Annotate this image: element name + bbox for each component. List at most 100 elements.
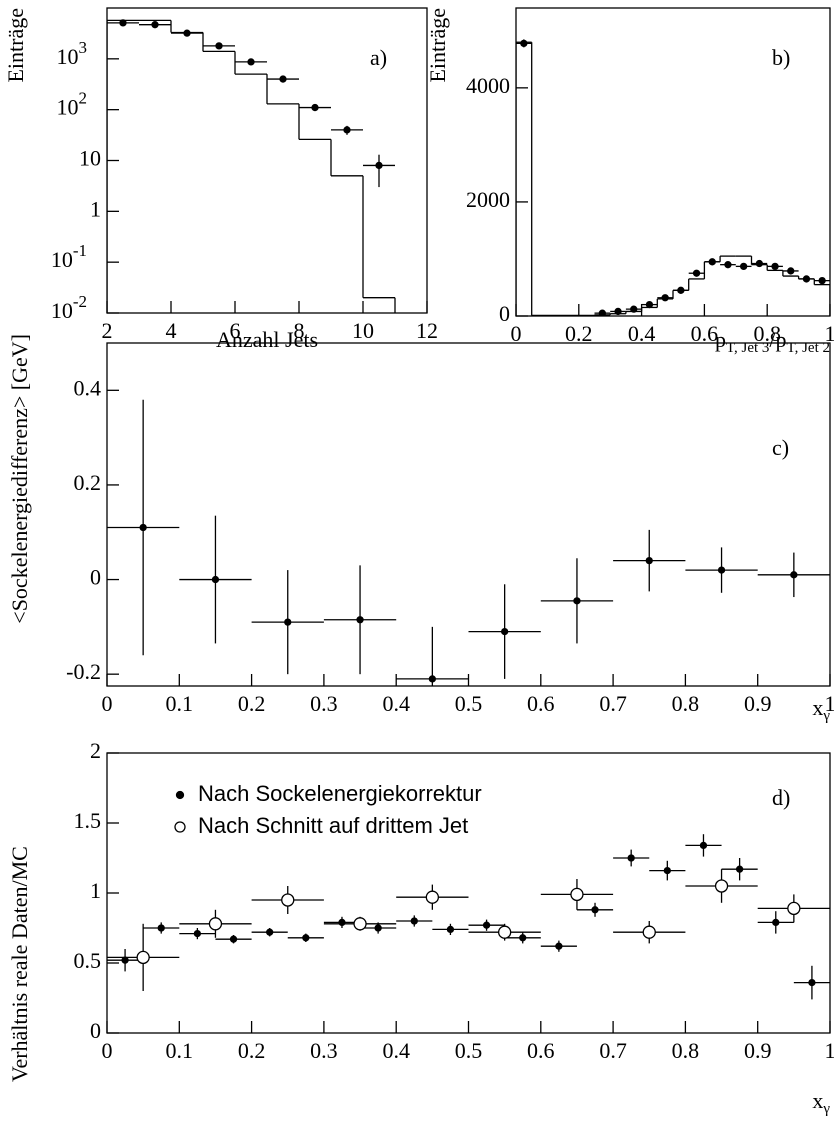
- data-point: [573, 597, 581, 605]
- panel-label: c): [772, 435, 789, 460]
- y-tick-label: -0.2: [66, 659, 101, 684]
- data-point: [708, 258, 716, 266]
- data-point: [121, 956, 129, 964]
- data-point: [279, 75, 287, 83]
- x-tick-label: 1: [825, 321, 834, 346]
- data-point: [343, 126, 351, 134]
- data-point: [353, 917, 367, 931]
- data-point: [500, 627, 509, 636]
- data-point: [630, 305, 638, 313]
- data-point: [740, 262, 748, 271]
- data-point: [802, 275, 811, 283]
- x-axis-label: xγ: [812, 695, 830, 724]
- x-tick-label: 0.6: [691, 321, 719, 346]
- x-tick-label: 1: [825, 1038, 834, 1063]
- data-point: [183, 29, 191, 37]
- data-point: [151, 21, 159, 29]
- x-tick-label: 0.4: [382, 691, 410, 716]
- data-point: [284, 618, 292, 626]
- data-point: [520, 39, 528, 48]
- x-tick-label: 4: [166, 318, 177, 343]
- y-axis-label: Einträge: [425, 8, 450, 83]
- data-point: [555, 942, 563, 950]
- data-point: [229, 935, 238, 943]
- panel-label: a): [370, 45, 387, 70]
- y-tick-label: 4000: [466, 73, 510, 98]
- y-tick-label: 0: [90, 1018, 101, 1043]
- y-tick-label: 1: [90, 196, 101, 221]
- y-tick-label: 1.5: [74, 808, 102, 833]
- plot-area: [107, 19, 396, 313]
- x-axis-label-part: Anzahl Jets: [216, 327, 318, 352]
- data-point: [735, 865, 744, 873]
- x-tick-label: 0.2: [565, 321, 593, 346]
- y-tick-label: 2000: [466, 187, 510, 212]
- data-point: [208, 917, 223, 931]
- data-point: [772, 918, 780, 927]
- data-point: [311, 103, 319, 112]
- y-tick-label: 102: [57, 89, 88, 120]
- y-tick-label: 2: [90, 738, 101, 763]
- x-axis-label: pT, Jet 3/pT, Jet 2: [715, 327, 830, 356]
- x-tick-label: 0.7: [599, 1038, 627, 1063]
- data-point: [677, 286, 685, 294]
- data-point: [157, 924, 165, 932]
- data-point: [428, 675, 437, 683]
- x-tick-label: 0.3: [310, 1038, 338, 1063]
- x-axis-label-sub: T, Jet 2: [787, 340, 830, 356]
- data-point: [446, 925, 455, 934]
- plot-area: [516, 39, 830, 316]
- x-tick-label: 0.4: [382, 1038, 410, 1063]
- plot-area: [107, 834, 830, 1000]
- data-point: [302, 934, 310, 942]
- y-tick-label: 103: [57, 38, 88, 69]
- y-axis-label: Einträge: [3, 8, 28, 83]
- y-tick-exponent: 2: [79, 89, 88, 108]
- data-point: [497, 925, 512, 939]
- data-point: [645, 300, 654, 309]
- x-tick-label: 0.6: [527, 1038, 555, 1063]
- y-axis-label: <Sockelenergiedifferenz> [GeV]: [7, 334, 32, 624]
- data-point: [714, 879, 729, 893]
- y-tick-label: 0: [90, 565, 101, 590]
- y-tick-exponent: -2: [73, 292, 87, 311]
- x-tick-label: 0.6: [527, 691, 555, 716]
- data-point: [570, 887, 584, 902]
- x-axis-label-part: p: [715, 327, 726, 352]
- x-tick-label: 8: [294, 318, 305, 343]
- data-point: [699, 841, 708, 850]
- legend-marker: [174, 821, 186, 833]
- plot-area: [107, 399, 830, 686]
- data-point: [215, 42, 223, 50]
- x-tick-label: 6: [230, 318, 241, 343]
- data-point: [771, 262, 779, 271]
- data-point: [281, 893, 295, 907]
- data-point: [410, 917, 418, 925]
- data-point: [808, 978, 816, 987]
- data-point: [139, 523, 147, 532]
- data-point: [425, 890, 440, 904]
- data-point: [598, 309, 606, 316]
- y-tick-label: 0.5: [74, 948, 102, 973]
- x-tick-label: 0.8: [672, 691, 700, 716]
- x-axis-label-part: /p: [769, 327, 786, 352]
- data-point: [663, 866, 671, 875]
- x-axis-label-sub: T, Jet 3: [726, 340, 769, 356]
- x-axis-label-sub: γ: [822, 708, 830, 724]
- data-point: [482, 921, 491, 929]
- data-point: [247, 58, 255, 66]
- x-tick-label: 0.9: [744, 691, 772, 716]
- y-tick-label: 0.4: [74, 375, 102, 400]
- x-tick-label: 0.4: [628, 321, 656, 346]
- legend-label: Nach Sockelenergiekorrektur: [198, 781, 482, 806]
- panel-label: b): [772, 45, 790, 70]
- x-tick-label: 0.1: [166, 1038, 194, 1063]
- x-tick-label: 0: [511, 321, 522, 346]
- data-point: [790, 571, 798, 579]
- x-axis-label-part: x: [812, 695, 823, 720]
- data-point: [755, 259, 763, 268]
- y-tick-label: 10-1: [51, 241, 87, 272]
- x-tick-label: 0.7: [599, 691, 627, 716]
